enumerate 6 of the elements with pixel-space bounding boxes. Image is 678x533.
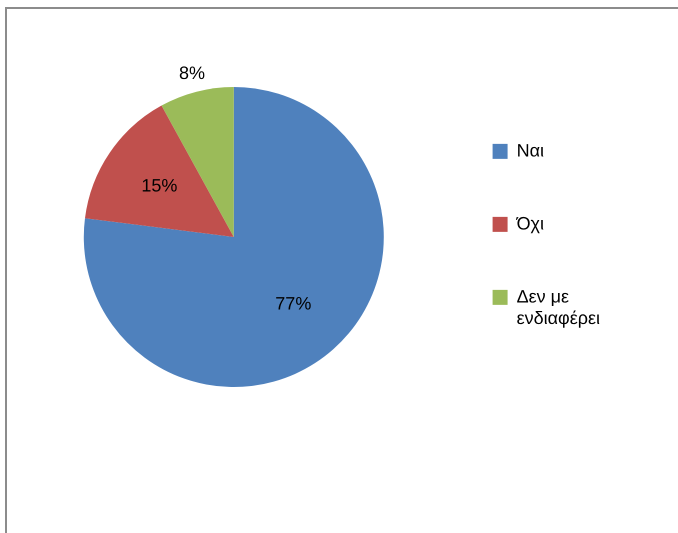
- data-label: 15%: [141, 175, 178, 196]
- data-label: 8%: [179, 63, 206, 84]
- legend-label: Όχι: [516, 213, 544, 234]
- legend-label: Δεν με ενδιαφέρει: [516, 286, 600, 328]
- data-label: 77%: [275, 293, 312, 314]
- legend-label: Ναι: [516, 140, 544, 160]
